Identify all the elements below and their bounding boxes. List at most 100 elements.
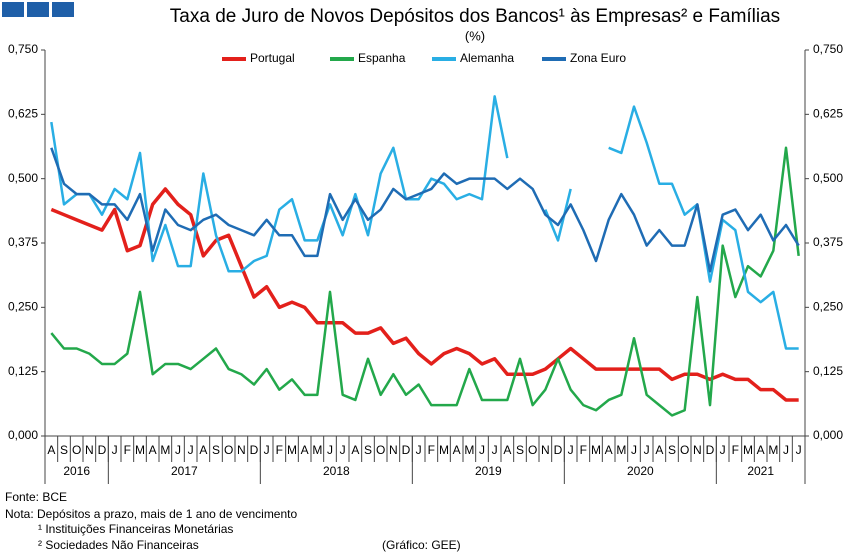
x-tick-label: O (376, 443, 385, 457)
x-tick-label: M (439, 443, 449, 457)
y-tick-label: 0,625 (8, 107, 38, 121)
x-tick-label: J (264, 443, 270, 457)
legend-label: Alemanha (460, 51, 514, 65)
x-tick-label: S (516, 443, 524, 457)
x-tick-label: O (72, 443, 81, 457)
y-tick-label: 0,500 (8, 171, 38, 185)
x-tick-label: O (680, 443, 689, 457)
x-tick-label: J (327, 443, 333, 457)
credit: (Gráfico: GEE) (382, 538, 461, 552)
x-tick-label: D (402, 443, 411, 457)
year-label: 2020 (627, 464, 654, 478)
x-tick-label: N (389, 443, 398, 457)
x-tick-label: D (250, 443, 259, 457)
y-tick-label: 0,125 (8, 364, 38, 378)
x-tick-label: S (212, 443, 220, 457)
x-tick-label: D (98, 443, 107, 457)
x-tick-label: A (503, 443, 511, 457)
x-tick-label: A (453, 443, 461, 457)
x-tick-label: F (580, 443, 587, 457)
year-label: 2018 (323, 464, 350, 478)
x-tick-label: M (464, 443, 474, 457)
x-tick-label: A (47, 443, 55, 457)
x-tick-label: M (287, 443, 297, 457)
note: ¹ Instituições Financeiras Monetárias (38, 522, 233, 536)
y2-tick-label: 0,750 (813, 42, 843, 56)
chart-subtitle: (%) (465, 28, 485, 43)
x-tick-label: A (199, 443, 207, 457)
series-line (50, 187, 799, 402)
y2-tick-label: 0,250 (813, 300, 843, 314)
x-tick-label: N (85, 443, 94, 457)
x-tick-label: F (124, 443, 131, 457)
x-tick-label: S (364, 443, 372, 457)
x-tick-label: A (605, 443, 613, 457)
year-label: 2019 (475, 464, 502, 478)
y2-tick-label: 0,375 (813, 235, 843, 249)
x-tick-label: D (706, 443, 715, 457)
x-tick-label: D (554, 443, 563, 457)
x-tick-label: M (768, 443, 778, 457)
x-tick-label: J (568, 443, 574, 457)
y2-tick-label: 0,125 (813, 364, 843, 378)
logo-block (52, 2, 74, 17)
x-tick-label: O (224, 443, 233, 457)
x-tick-label: M (743, 443, 753, 457)
x-tick-label: M (312, 443, 322, 457)
x-tick-label: J (492, 443, 498, 457)
y-tick-label: 0,250 (8, 300, 38, 314)
x-tick-label: A (149, 443, 157, 457)
y-tick-label: 0,750 (8, 42, 38, 56)
x-tick-label: N (693, 443, 702, 457)
note: ² Sociedades Não Financeiras (38, 538, 199, 552)
logo-block (2, 2, 24, 17)
year-label: 2016 (63, 464, 90, 478)
x-tick-label: A (301, 443, 309, 457)
x-tick-label: M (135, 443, 145, 457)
x-tick-label: J (796, 443, 802, 457)
x-tick-label: J (479, 443, 485, 457)
x-tick-label: J (720, 443, 726, 457)
x-tick-label: J (416, 443, 422, 457)
x-tick-label: A (757, 443, 765, 457)
legend-label: Zona Euro (570, 51, 626, 65)
x-tick-label: N (237, 443, 246, 457)
x-tick-label: O (528, 443, 537, 457)
x-tick-label: S (668, 443, 676, 457)
year-label: 2021 (747, 464, 774, 478)
y2-tick-label: 0,625 (813, 107, 843, 121)
x-tick-label: A (655, 443, 663, 457)
note: Nota: Depósitos a prazo, mais de 1 ano d… (5, 507, 297, 521)
x-tick-label: M (160, 443, 170, 457)
x-tick-label: M (616, 443, 626, 457)
note: Fonte: BCE (5, 490, 67, 504)
x-tick-label: J (631, 443, 637, 457)
x-tick-label: J (340, 443, 346, 457)
x-tick-label: J (188, 443, 194, 457)
x-tick-label: J (175, 443, 181, 457)
year-label: 2017 (171, 464, 198, 478)
x-tick-label: M (591, 443, 601, 457)
legend-label: Espanha (358, 51, 406, 65)
series-line (50, 146, 800, 417)
logo-block (27, 2, 49, 17)
x-tick-label: N (541, 443, 550, 457)
y-tick-label: 0,000 (8, 428, 38, 442)
series-line (50, 147, 800, 273)
x-tick-label: J (644, 443, 650, 457)
x-tick-label: F (428, 443, 435, 457)
x-tick-label: J (112, 443, 118, 457)
y2-tick-label: 0,000 (813, 428, 843, 442)
x-tick-label: A (351, 443, 359, 457)
x-tick-label: F (276, 443, 283, 457)
x-tick-label: S (60, 443, 68, 457)
chart-title: Taxa de Juro de Novos Depósitos dos Banc… (170, 6, 780, 27)
x-tick-label: F (732, 443, 739, 457)
y2-tick-label: 0,500 (813, 171, 843, 185)
y-tick-label: 0,375 (8, 235, 38, 249)
series-line (50, 95, 799, 350)
x-tick-label: J (783, 443, 789, 457)
legend-label: Portugal (250, 51, 295, 65)
